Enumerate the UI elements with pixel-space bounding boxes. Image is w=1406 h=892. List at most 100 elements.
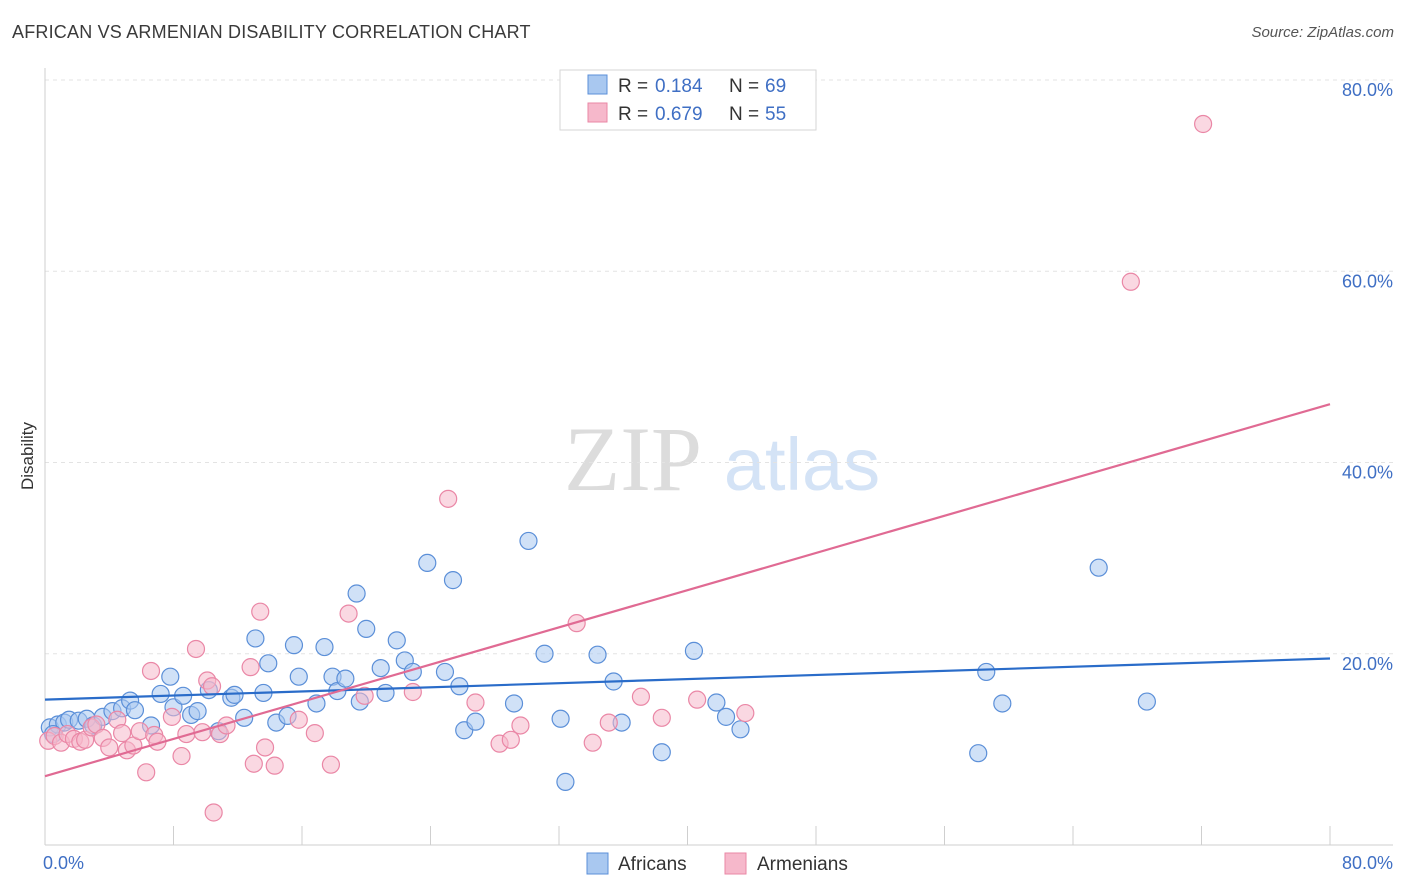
- armenians-point-12: [112, 724, 132, 743]
- armenians-point-31: [244, 754, 263, 773]
- armenians-trend-line: [44, 403, 1331, 778]
- armenians-point-52: [736, 703, 755, 723]
- legend-swatch-africans: [587, 74, 608, 95]
- source-credit: Source: ZipAtlas.com: [1251, 24, 1394, 41]
- armenians-point-49: [631, 687, 651, 706]
- armenians-point-30: [241, 658, 260, 677]
- y-tick-label-3: 80.0%: [1342, 80, 1393, 100]
- chart-title: AFRICAN VS ARMENIAN DISABILITY CORRELATI…: [12, 22, 531, 42]
- africans-point-50: [504, 694, 524, 713]
- armenians-point-44: [501, 730, 520, 749]
- series-legend-swatch-armenians: [724, 852, 747, 875]
- africans-point-49: [466, 712, 485, 731]
- africans-point-67: [1137, 692, 1156, 711]
- armenians-point-36: [305, 724, 324, 743]
- armenians-point-51: [688, 690, 707, 709]
- trend-lines: [44, 403, 1331, 778]
- armenians-point-33: [255, 738, 275, 757]
- armenians-point-17: [141, 661, 161, 681]
- series-armenians-points: [39, 114, 1213, 822]
- armenians-point-39: [355, 686, 374, 705]
- x-tick-label-1: 80.0%: [1342, 853, 1393, 873]
- armenians-point-38: [339, 604, 358, 623]
- africans-point-30: [289, 667, 308, 686]
- grid-lines: [45, 79, 1393, 655]
- armenians-point-47: [583, 733, 602, 752]
- africans-point-29: [284, 636, 304, 655]
- africans-point-32: [315, 637, 334, 657]
- legend-n-value-africans: 69: [765, 76, 786, 97]
- africans-point-11: [125, 701, 145, 720]
- armenians-point-50: [652, 708, 671, 727]
- armenians-point-42: [466, 693, 485, 712]
- correlation-legend: R = 0.184 N = 69 R = 0.679 N = 55: [559, 69, 817, 131]
- africans-point-26: [259, 654, 278, 673]
- armenians-point-54: [1194, 114, 1213, 134]
- armenians-point-48: [599, 713, 618, 732]
- africans-point-66: [1089, 558, 1108, 577]
- africans-point-63: [969, 744, 988, 763]
- armenians-point-23: [186, 639, 206, 659]
- x-tick-label-0: 0.0%: [43, 853, 84, 873]
- armenians-point-32: [251, 602, 270, 621]
- africans-point-18: [188, 702, 207, 721]
- armenians-point-41: [439, 489, 458, 508]
- series-legend-swatch-africans: [586, 852, 609, 875]
- y-tick-label-2: 60.0%: [1342, 271, 1393, 291]
- africans-point-40: [376, 683, 395, 703]
- legend-n-label-africans: N =: [729, 76, 759, 97]
- africans-point-61: [716, 707, 736, 726]
- africans-point-44: [418, 553, 437, 573]
- armenians-point-34: [265, 756, 284, 775]
- watermark-zip: ZIP: [564, 408, 702, 510]
- armenians-point-16: [137, 763, 156, 782]
- africans-point-62: [731, 720, 750, 739]
- series-legend-label-armenians: Armenians: [757, 854, 848, 875]
- africans-point-13: [151, 684, 170, 704]
- africans-point-46: [443, 571, 463, 590]
- legend-r-value-africans: 0.184: [655, 76, 703, 97]
- africans-point-14: [161, 667, 180, 686]
- africans-point-53: [551, 709, 570, 728]
- armenians-point-53: [1121, 272, 1140, 291]
- africans-point-39: [371, 658, 390, 678]
- y-axis-title: Disability: [18, 421, 37, 490]
- y-tick-labels: 20.0% 40.0% 60.0% 80.0%: [1342, 80, 1393, 674]
- africans-point-59: [684, 641, 704, 660]
- africans-point-41: [387, 631, 406, 650]
- watermark-atlas: atlas: [724, 423, 880, 506]
- africans-trend-line: [44, 657, 1331, 701]
- legend-swatch-armenians: [587, 102, 608, 123]
- series-legend: Africans Armenians: [586, 852, 848, 875]
- legend-n-label-armenians: N =: [729, 104, 759, 125]
- armenians-point-45: [511, 716, 530, 735]
- africans-point-60: [707, 693, 726, 712]
- y-tick-label-1: 40.0%: [1342, 463, 1393, 483]
- series-africans-points: [40, 531, 1156, 791]
- series-legend-label-africans: Africans: [618, 854, 687, 875]
- armenians-point-27: [204, 803, 223, 822]
- africans-point-52: [535, 644, 554, 663]
- y-tick-label-0: 20.0%: [1342, 654, 1393, 674]
- africans-point-54: [556, 772, 575, 791]
- x-tick-labels: 0.0% 80.0%: [43, 853, 1393, 873]
- armenians-point-26: [202, 677, 222, 696]
- armenians-point-10: [100, 738, 119, 757]
- africans-point-35: [336, 669, 355, 688]
- armenians-point-35: [289, 710, 308, 729]
- africans-point-38: [357, 619, 376, 638]
- africans-point-36: [347, 584, 366, 603]
- armenians-point-21: [172, 746, 191, 766]
- armenians-point-40: [403, 682, 422, 702]
- legend-r-label-africans: R =: [618, 76, 648, 97]
- africans-point-64: [977, 662, 996, 682]
- africans-point-24: [246, 629, 265, 648]
- africans-point-45: [435, 662, 455, 682]
- legend-r-value-armenians: 0.679: [655, 104, 703, 125]
- africans-point-55: [588, 645, 607, 664]
- armenians-point-20: [162, 707, 181, 726]
- legend-n-value-armenians: 55: [765, 104, 786, 125]
- legend-r-label-armenians: R =: [618, 104, 648, 125]
- africans-point-65: [993, 694, 1012, 713]
